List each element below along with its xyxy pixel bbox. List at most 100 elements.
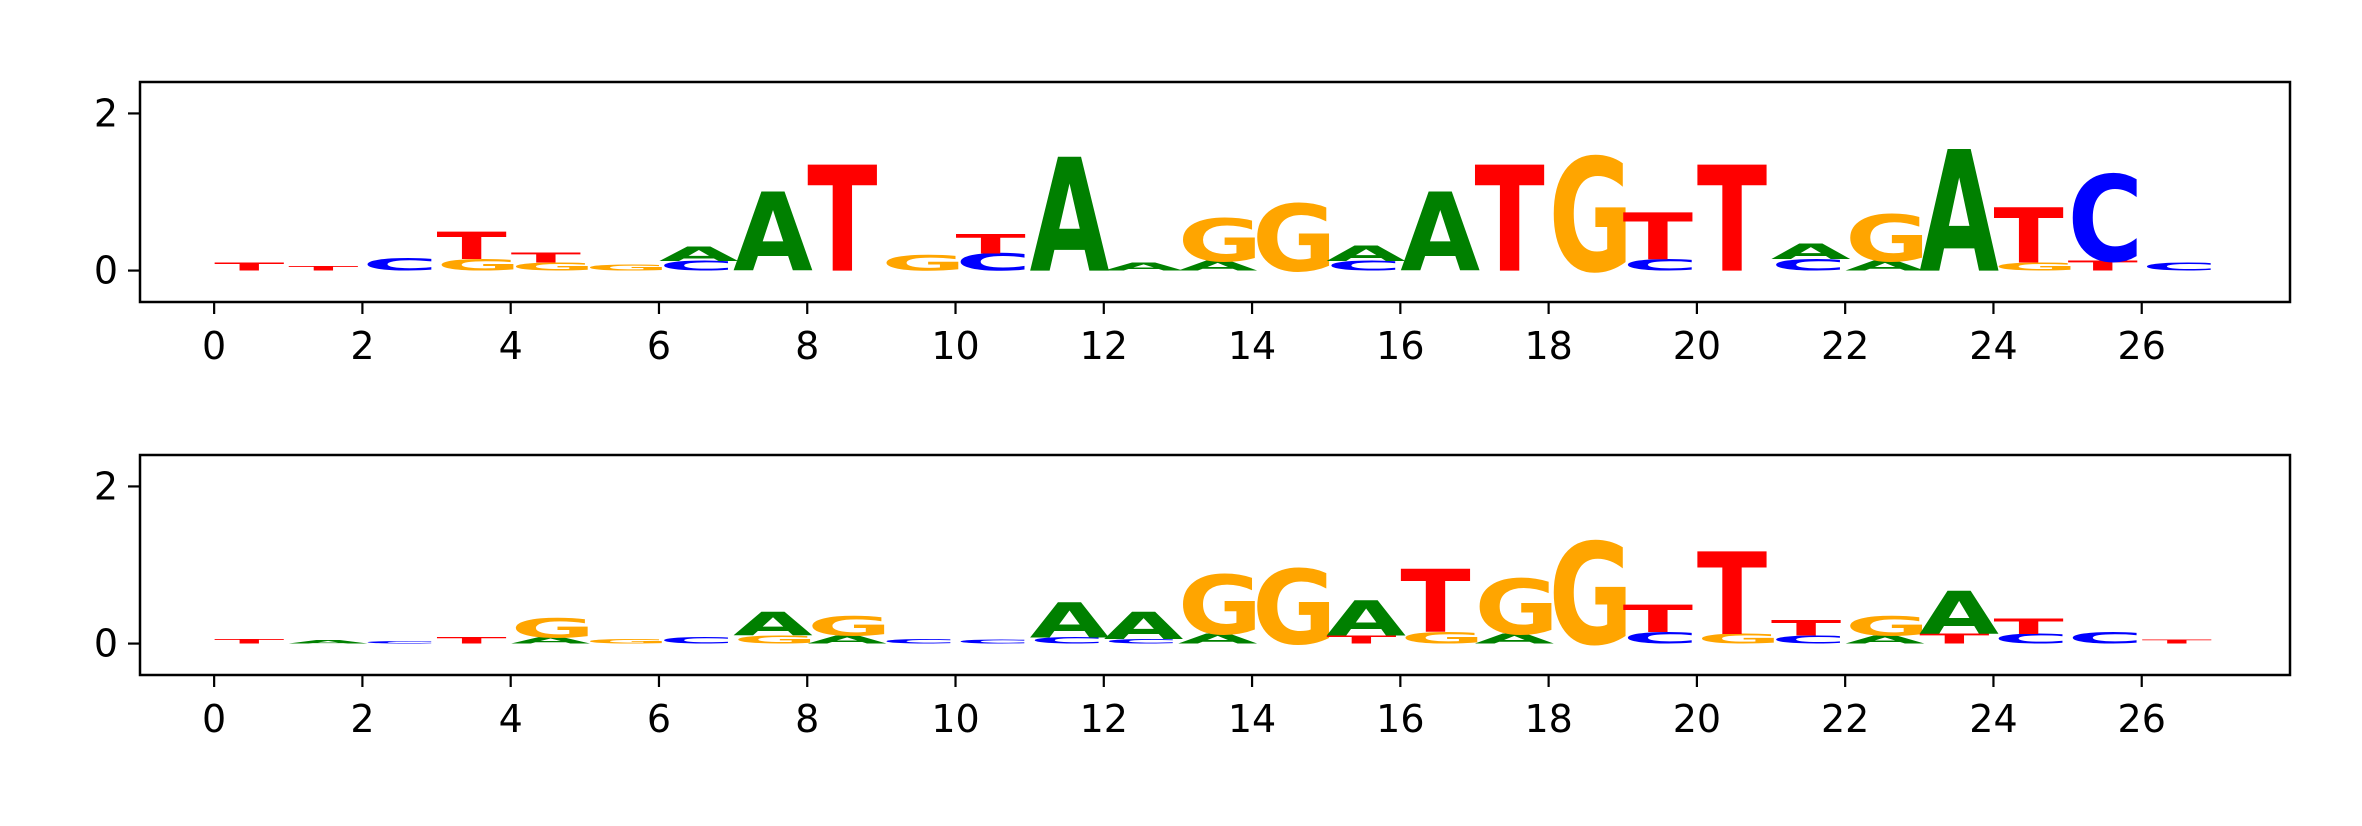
logo-letter: A [1919,115,1999,310]
logo-letter: T [2142,639,2213,645]
logo-letter: A [659,243,739,265]
logo-letter: T [1326,634,1396,646]
x-tick-label: 6 [647,324,671,368]
logo-letter: G [1252,550,1337,669]
logo-letter: G [1178,206,1263,275]
y-tick-label: 0 [94,622,118,666]
x-tick-label: 4 [499,324,523,368]
y-tick-label: 0 [94,249,118,293]
logo-letter: C [362,641,438,645]
logo-letter: G [1400,629,1485,648]
logo-letter: A [1845,634,1925,646]
logo-letter: T [511,251,581,266]
x-tick-label: 10 [931,324,979,368]
logo-letter: G [585,264,670,273]
logo-letter: T [1623,597,1693,641]
logo-letter: G [1252,186,1337,292]
logo-letter: A [1400,170,1480,296]
logo-letter: A [1474,632,1554,647]
logo-letter: C [659,636,735,646]
logo-letter: C [1030,636,1106,646]
x-tick-label: 12 [1080,697,1128,741]
logo-letter: A [733,170,813,296]
logo-letter: G [1549,127,1634,309]
logo-letter: T [1771,616,1842,641]
logo-letter: T [1993,193,2064,281]
logo-letter: G [1845,202,1930,277]
logo-letter: T [2068,259,2138,274]
logo-letter: C [1993,632,2069,647]
logo-letter: A [288,640,369,645]
x-tick-label: 22 [1821,697,1869,741]
x-tick-label: 16 [1376,697,1424,741]
logo-letter: A [1771,239,1851,264]
x-tick-label: 4 [499,697,523,741]
axes-frame [138,80,2292,304]
logo-letter: G [511,261,596,273]
logo-letter: T [1919,632,1989,647]
axes-frame [138,453,2292,677]
logo-letter: C [2142,261,2218,273]
logo-letter: T [437,636,507,646]
logo-letter: C [2068,152,2144,290]
logo-letter: A [1030,127,1110,309]
x-tick-label: 2 [350,324,374,368]
logo-letter: T [807,136,877,306]
x-tick-label: 14 [1228,324,1276,368]
x-tick-label: 20 [1673,697,1721,741]
logo-letter: A [1326,591,1406,648]
logo-letter: A [1178,259,1258,274]
logo-letter: G [511,612,596,643]
logo-letter: G [1474,565,1559,653]
x-tick-label: 2 [350,697,374,741]
x-tick-label: 0 [202,324,226,368]
x-tick-label: 26 [2118,697,2166,741]
logo-letter: T [956,228,1026,259]
logo-letter: C [659,259,735,274]
logo-letter: C [956,639,1032,645]
x-tick-label: 0 [202,697,226,741]
x-tick-label: 16 [1376,324,1424,368]
logo-letter: G [585,638,670,646]
logo-letter: A [733,606,813,644]
x-tick-label: 8 [795,324,819,368]
logo-letter: T [437,224,507,268]
logo-letter: C [1623,629,1699,648]
logo-letter: G [1845,611,1930,642]
logo-letter: T [1623,199,1694,274]
logo-letter: G [437,256,522,275]
logo-letter: G [1178,559,1263,653]
logo-letter: A [1326,241,1406,266]
logo-letter: C [2068,629,2144,648]
logo-letter: T [1400,553,1471,653]
logo-letter: G [881,251,966,276]
logo-letter: T [214,261,284,273]
logo-letter: C [1771,256,1847,275]
x-tick-label: 22 [1821,324,1869,368]
x-tick-label: 8 [795,697,819,741]
logo-letter: C [956,249,1032,277]
logo-letter: A [807,634,887,646]
x-tick-label: 18 [1524,324,1572,368]
x-tick-label: 14 [1228,697,1276,741]
x-tick-label: 12 [1080,324,1128,368]
logo-letter: A [1919,579,1999,648]
logo-letter: A [1845,259,1925,274]
logo-letter: T [214,638,285,646]
logo-letter: C [1104,638,1180,646]
logo-letter: C [881,638,957,646]
y-tick-label: 2 [94,464,118,508]
logo-letter: A [511,636,591,646]
x-tick-label: 24 [1969,324,2017,368]
logo-letter: A [1104,604,1184,648]
x-tick-label: 6 [647,697,671,741]
logo-letter: G [1697,632,1782,647]
logo-letter: T [1474,136,1544,306]
logo-letter: T [1993,614,2064,639]
logo-letter: C [1326,259,1402,274]
